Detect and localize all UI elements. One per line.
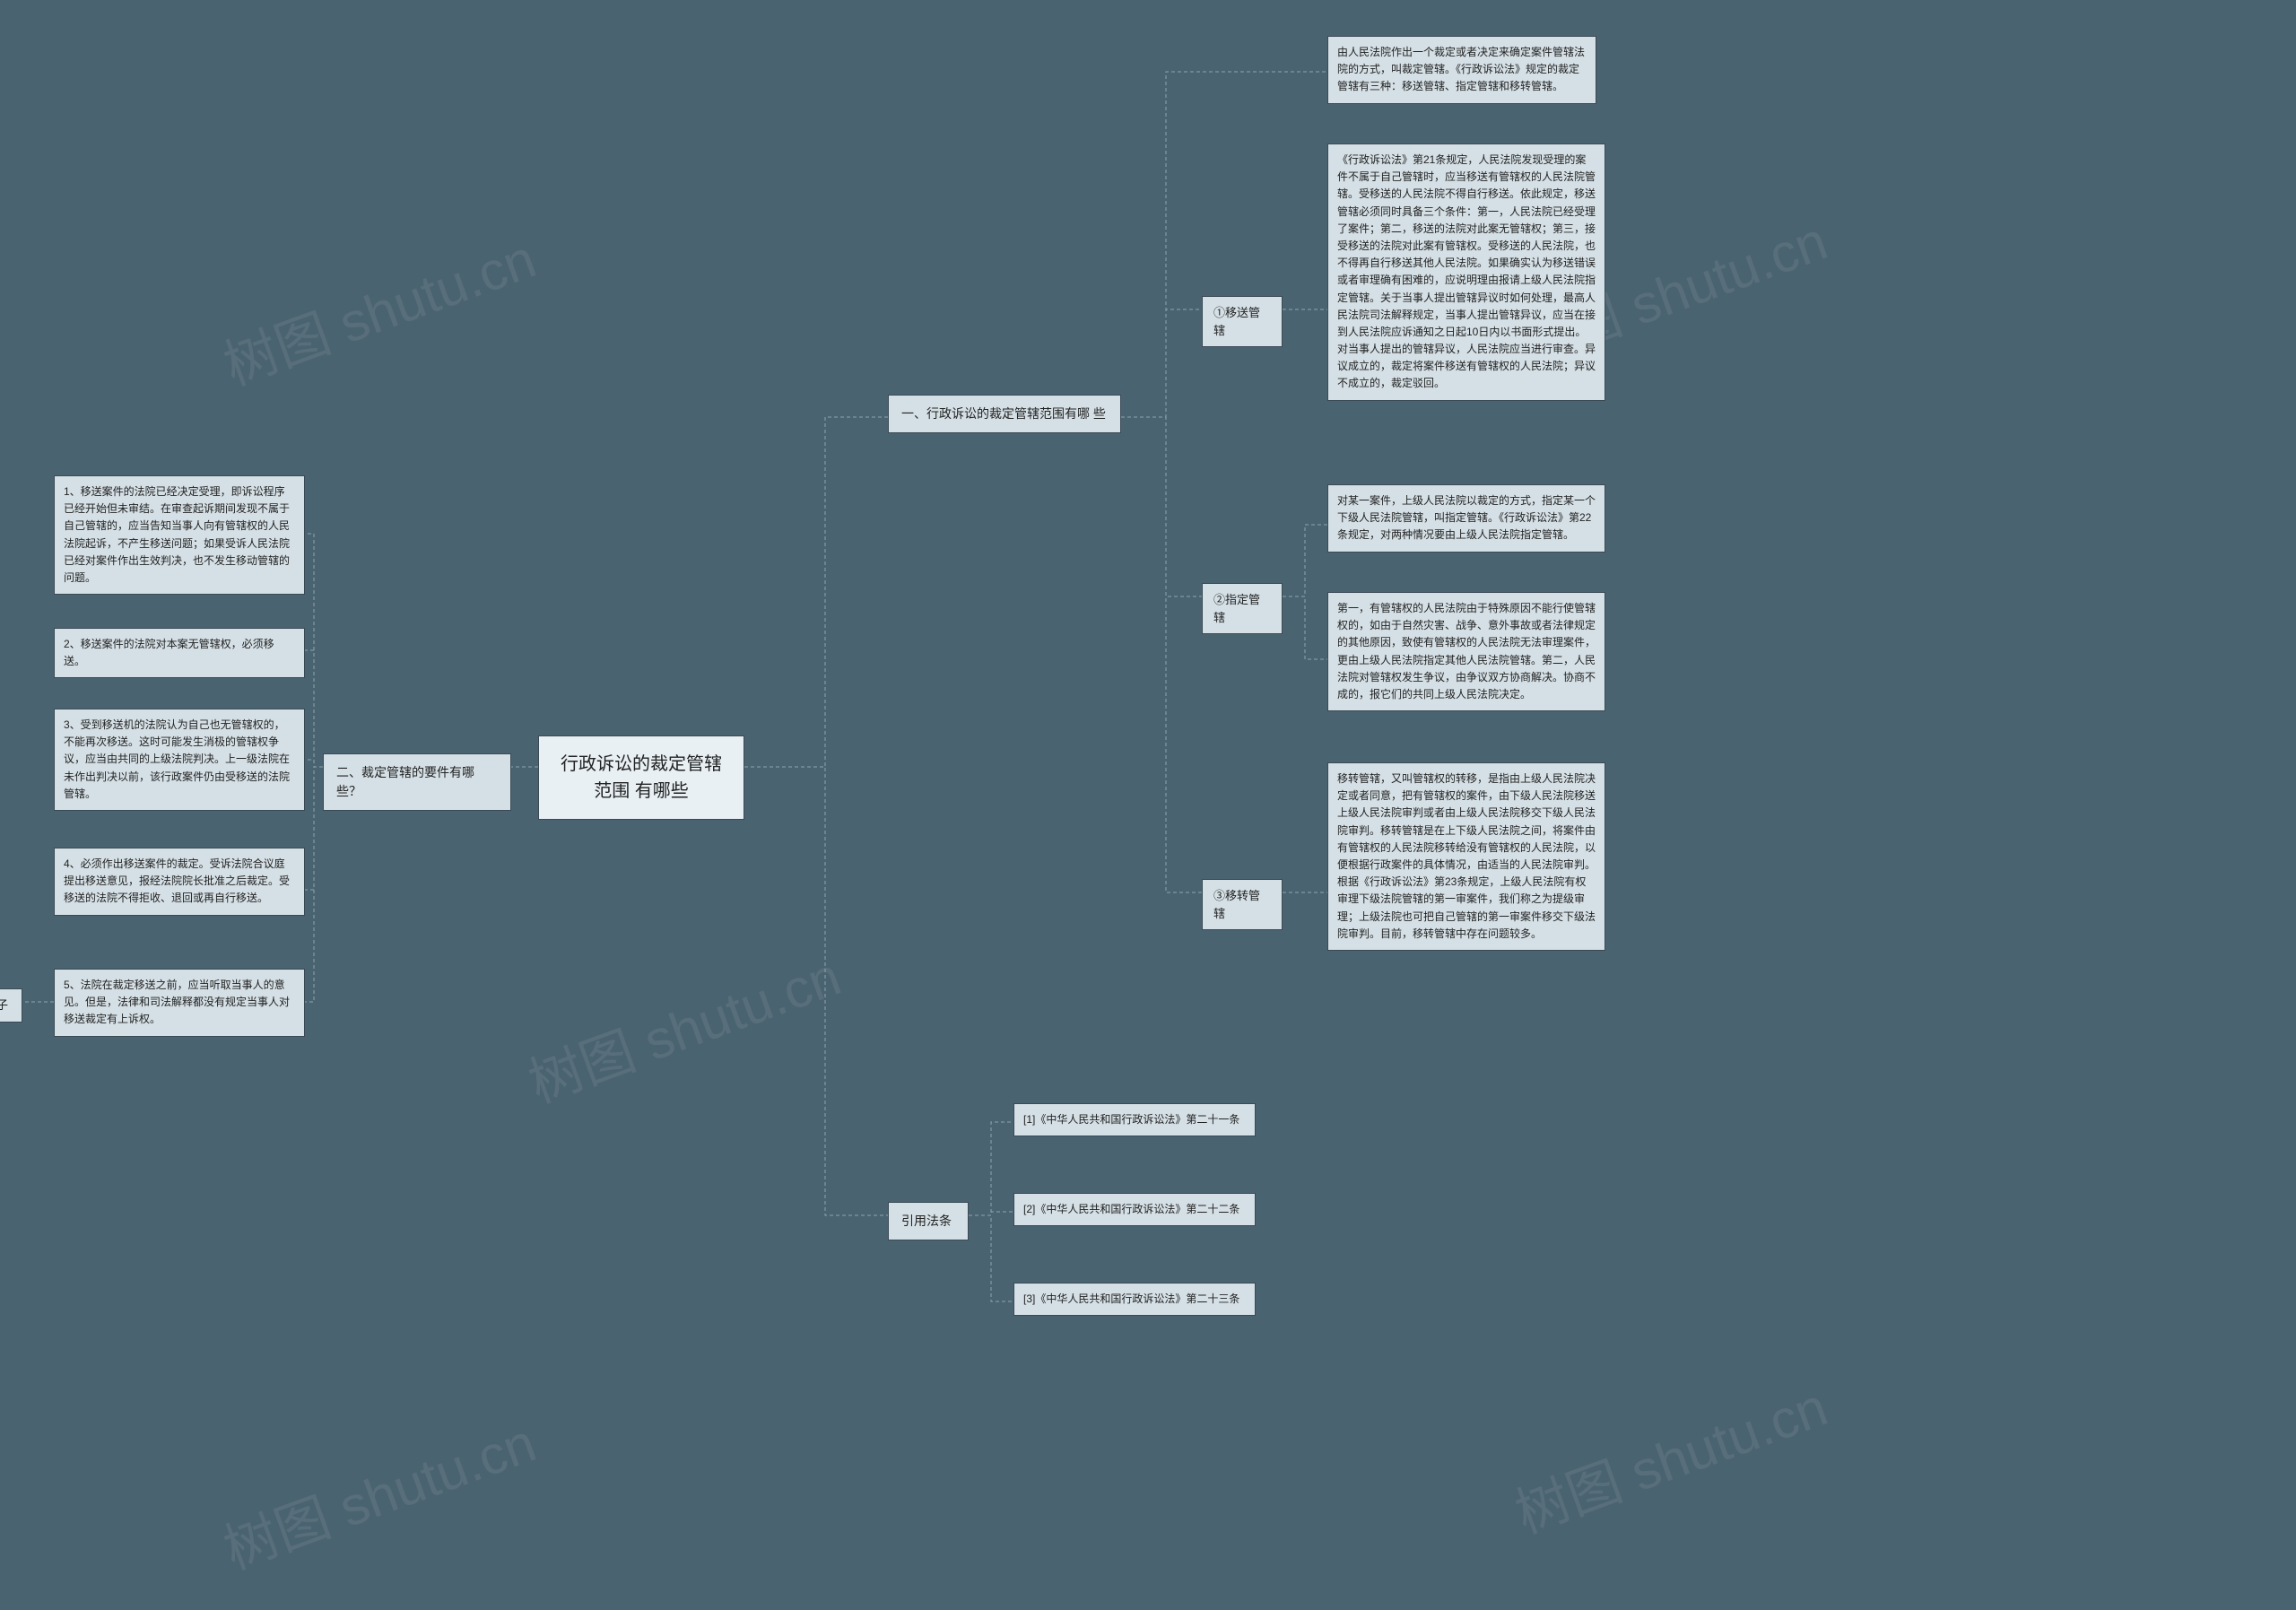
sub-label: ③移转管辖 [1213, 889, 1260, 920]
leaf-text: 对某一案件，上级人民法院以裁定的方式，指定某一个下级人民法院管辖，叫指定管辖。《… [1337, 494, 1596, 541]
leaf-shift[interactable]: 移转管辖，又叫管辖权的转移，是指由上级人民法院决定或者同意，把有管辖权的案件，由… [1327, 762, 1605, 951]
branch-label: 一、行政诉讼的裁定管辖范围有哪 些 [901, 406, 1106, 421]
root-label: 行政诉讼的裁定管辖范围 有哪些 [561, 754, 722, 801]
watermark: 树图 shutu.cn [212, 215, 544, 400]
leaf-designate-2[interactable]: 第一，有管辖权的人民法院由于特殊原因不能行使管辖权的，如由于自然灾害、战争、意外… [1327, 592, 1605, 711]
leaf-designate-1[interactable]: 对某一案件，上级人民法院以裁定的方式，指定某一个下级人民法院管辖，叫指定管辖。《… [1327, 484, 1605, 553]
leaf-req-2[interactable]: 2、移送案件的法院对本案无管辖权，必须移送。 [54, 628, 305, 678]
leaf-text: 3、受到移送机的法院认为自己也无管辖权的，不能再次移送。这时可能发生消极的管辖权… [64, 718, 290, 800]
mindmap-root[interactable]: 行政诉讼的裁定管辖范围 有哪些 [538, 735, 744, 820]
leaf-citation-2[interactable]: [2]《中华人民共和国行政诉讼法》第二十二条 [1013, 1193, 1256, 1226]
sub-designate[interactable]: ②指定管辖 [1202, 583, 1283, 634]
watermark: 树图 shutu.cn [212, 1399, 544, 1584]
watermark: 树图 shutu.cn [1503, 1363, 1836, 1548]
leaf-text: 5、法院在裁定移送之前，应当听取当事人的意见。但是，法律和司法解释都没有规定当事… [64, 979, 290, 1025]
leaf-text: 《行政诉讼法》第21条规定，人民法院发现受理的案件不属于自己管辖时，应当移送有管… [1337, 153, 1596, 389]
leaf-transfer[interactable]: 《行政诉讼法》第21条规定，人民法院发现受理的案件不属于自己管辖时，应当移送有管… [1327, 144, 1605, 401]
leaf-citation-1[interactable]: [1]《中华人民共和国行政诉讼法》第二十一条 [1013, 1103, 1256, 1136]
leaf-citation-3[interactable]: [3]《中华人民共和国行政诉讼法》第二十三条 [1013, 1283, 1256, 1316]
leaf-req-3[interactable]: 3、受到移送机的法院认为自己也无管辖权的，不能再次移送。这时可能发生消极的管辖权… [54, 709, 305, 811]
leaf-req-5[interactable]: 5、法院在裁定移送之前，应当听取当事人的意见。但是，法律和司法解释都没有规定当事… [54, 969, 305, 1037]
leaf-text: [2]《中华人民共和国行政诉讼法》第二十二条 [1023, 1203, 1239, 1215]
leaf-text: 1、移送案件的法院已经决定受理，即诉讼程序已经开始但未审结。在审查起诉期间发现不… [64, 485, 290, 584]
branch-label: 二、裁定管辖的要件有哪些？ [336, 765, 474, 798]
leaf-req-4[interactable]: 4、必须作出移送案件的裁定。受诉法院合议庭提出移送意见，报经法院院长批准之后裁定… [54, 848, 305, 916]
leaf-text: 责任编辑：琴子 [0, 998, 8, 1012]
leaf-text: [3]《中华人民共和国行政诉讼法》第二十三条 [1023, 1292, 1239, 1305]
leaf-editor[interactable]: 责任编辑：琴子 [0, 988, 22, 1023]
branch-citations[interactable]: 引用法条 [888, 1202, 969, 1240]
branch-label: 引用法条 [901, 1214, 952, 1228]
sub-shift[interactable]: ③移转管辖 [1202, 879, 1283, 930]
sub-transfer[interactable]: ①移送管辖 [1202, 296, 1283, 347]
branch-requirements[interactable]: 二、裁定管辖的要件有哪些？ [323, 753, 511, 811]
leaf-text: 4、必须作出移送案件的裁定。受诉法院合议庭提出移送意见，报经法院院长批准之后裁定… [64, 857, 290, 904]
branch-scope[interactable]: 一、行政诉讼的裁定管辖范围有哪 些 [888, 395, 1121, 433]
leaf-text: 由人民法院作出一个裁定或者决定来确定案件管辖法院的方式，叫裁定管辖。《行政诉讼法… [1337, 46, 1585, 92]
leaf-intro[interactable]: 由人民法院作出一个裁定或者决定来确定案件管辖法院的方式，叫裁定管辖。《行政诉讼法… [1327, 36, 1596, 104]
leaf-text: [1]《中华人民共和国行政诉讼法》第二十一条 [1023, 1113, 1239, 1126]
leaf-req-1[interactable]: 1、移送案件的法院已经决定受理，即诉讼程序已经开始但未审结。在审查起诉期间发现不… [54, 475, 305, 595]
sub-label: ①移送管辖 [1213, 306, 1260, 337]
sub-label: ②指定管辖 [1213, 593, 1260, 624]
leaf-text: 第一，有管辖权的人民法院由于特殊原因不能行使管辖权的，如由于自然灾害、战争、意外… [1337, 602, 1596, 701]
leaf-text: 移转管辖，又叫管辖权的转移，是指由上级人民法院决定或者同意，把有管辖权的案件，由… [1337, 772, 1596, 940]
watermark: 树图 shutu.cn [517, 933, 849, 1118]
leaf-text: 2、移送案件的法院对本案无管辖权，必须移送。 [64, 638, 274, 667]
